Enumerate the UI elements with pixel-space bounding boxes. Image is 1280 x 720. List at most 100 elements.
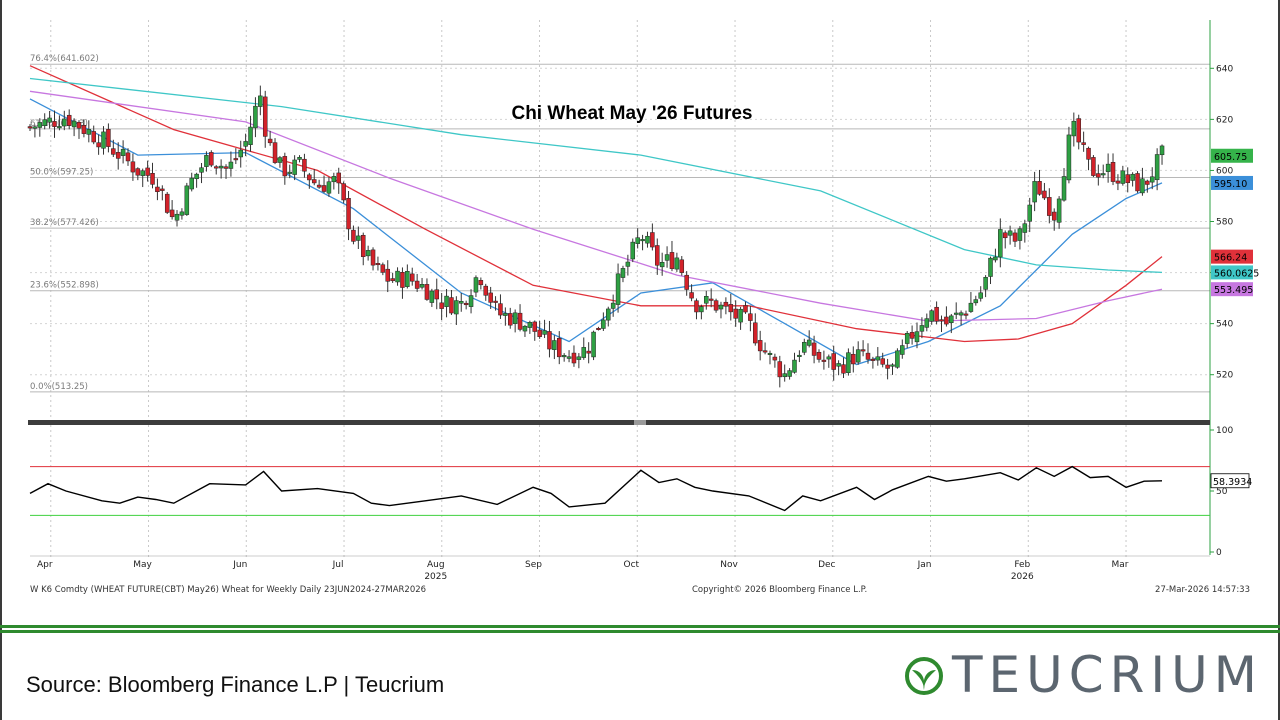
candle-body: [713, 300, 719, 311]
candle-body: [1071, 120, 1077, 137]
candle-body: [532, 321, 538, 332]
price-tick-label: 520: [1216, 371, 1233, 381]
candle-body: [674, 257, 680, 270]
month-tick-label: May: [133, 560, 152, 570]
candle-body: [522, 325, 528, 332]
divider-handle[interactable]: [634, 420, 646, 425]
candle-body: [272, 142, 278, 163]
candle-body: [704, 296, 709, 304]
candle-body: [841, 364, 846, 374]
candle-body: [802, 341, 807, 353]
candle-body: [346, 198, 351, 230]
year-tick-label: 2025: [424, 572, 447, 582]
candle-body: [733, 308, 738, 319]
candle-body: [248, 126, 253, 145]
candle-body: [326, 181, 332, 194]
price-tag: [1211, 175, 1253, 190]
candle-body: [659, 262, 665, 268]
month-tick-label: Aug: [427, 560, 445, 570]
candle-body: [772, 356, 778, 361]
footer-copyright: Copyright© 2026 Bloomberg Finance L.P.: [692, 585, 867, 595]
candle-body: [934, 306, 939, 322]
candle-body: [449, 297, 454, 314]
brand-rule-top: [0, 625, 1280, 628]
month-tick-label: Feb: [1014, 560, 1030, 570]
candle-body: [125, 152, 131, 162]
month-tick-label: Mar: [1112, 560, 1129, 570]
candle-body: [1047, 197, 1052, 216]
candle-body: [439, 302, 444, 309]
candle-body: [909, 332, 915, 339]
candle-body: [552, 340, 557, 350]
candle-body: [277, 157, 283, 163]
fib-label: 50.0%(597.25): [30, 167, 93, 177]
candle-body: [414, 280, 420, 289]
month-tick-label: Oct: [624, 560, 640, 570]
candle-body: [816, 351, 822, 360]
oscillator-line: [29, 465, 1163, 512]
candle-body: [488, 292, 493, 303]
date-axis: Apr May Jun Jul Aug 2025 Sep Oct Nov Dec Jan Feb 202…: [30, 555, 1210, 582]
fib-label: 0.0%(513.25): [30, 382, 88, 392]
candle-body: [297, 157, 302, 160]
candle-body: [135, 168, 141, 176]
candle-body: [42, 119, 47, 126]
candle-body: [517, 312, 523, 330]
price-tick-label: 600: [1216, 166, 1233, 176]
candle-body: [189, 177, 194, 190]
candle-body: [880, 358, 885, 365]
moving-averages: [29, 65, 1163, 366]
candle-body: [365, 250, 371, 257]
candle-body: [160, 188, 165, 191]
candle-body: [336, 172, 341, 184]
candle-body: [635, 237, 640, 244]
candle-body: [1149, 176, 1155, 183]
candle-body: [62, 118, 67, 127]
candle-body: [1076, 118, 1081, 143]
candle-body: [179, 211, 185, 216]
candle-body: [380, 264, 386, 273]
candle-body: [1115, 180, 1121, 184]
candle-body: [1022, 223, 1028, 233]
candle-body: [282, 156, 288, 177]
candle-body: [331, 176, 337, 183]
candle-body: [419, 284, 425, 288]
candle-body: [1091, 157, 1096, 176]
candle-body: [1140, 178, 1145, 194]
candle-body: [640, 239, 645, 242]
candle-body: [620, 268, 626, 278]
candle-body: [576, 356, 582, 360]
candle-body: [311, 179, 317, 184]
month-tick-label: Jul: [332, 560, 344, 570]
month-tick-label: Dec: [818, 560, 835, 570]
candle-body: [1032, 181, 1037, 203]
candle-body: [958, 312, 964, 316]
candle-body: [870, 358, 876, 361]
candle-body: [169, 209, 175, 218]
candle-body: [1017, 228, 1023, 241]
candle-body: [777, 361, 783, 378]
candle-body: [855, 349, 861, 363]
candle-body: [743, 305, 748, 313]
candle-body: [27, 126, 33, 129]
candle-body: [262, 96, 268, 137]
price-tag-label: 595.10: [1214, 179, 1247, 190]
candle-body: [106, 129, 111, 147]
candle-body: [32, 126, 38, 129]
oscillator-tick-label: 50: [1216, 487, 1228, 497]
candle-body: [797, 354, 802, 357]
candle-body: [375, 263, 381, 266]
candle-body: [655, 245, 660, 266]
candle-body: [650, 232, 655, 248]
candle-body: [150, 173, 155, 185]
moving-average-line: [29, 98, 1163, 366]
candle-body: [1037, 181, 1042, 195]
candle-body: [885, 364, 890, 369]
candles: [27, 85, 1165, 388]
candle-body: [895, 350, 900, 368]
candle-body: [1110, 162, 1116, 182]
candle-body: [512, 312, 518, 324]
candle-body: [963, 313, 969, 316]
moving-average-line: [29, 77, 1163, 274]
teucrium-leaf-icon: [905, 657, 943, 695]
